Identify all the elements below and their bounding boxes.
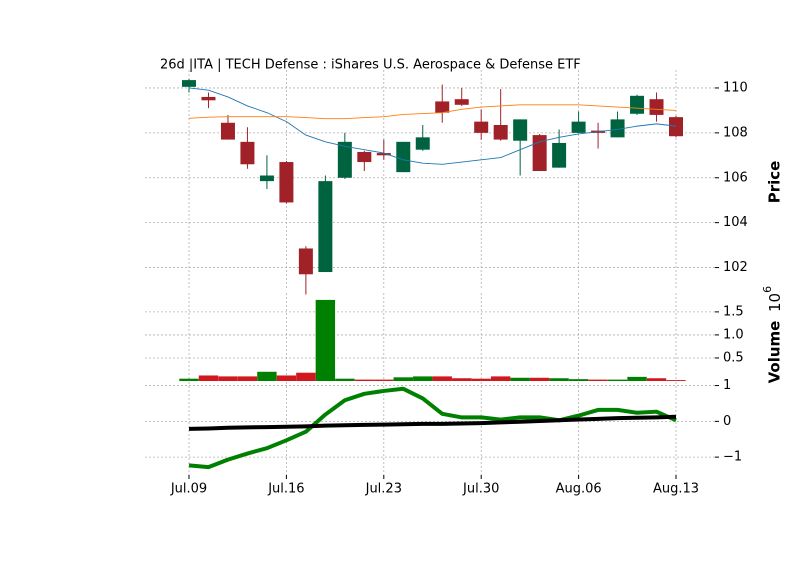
line-series xyxy=(188,386,677,470)
y-tick-label: 0 xyxy=(723,414,731,429)
volume-bar xyxy=(179,378,199,381)
y-tick-label: 1.0 xyxy=(723,327,744,342)
volume-bar xyxy=(335,378,355,381)
volume-bar xyxy=(218,376,238,381)
scale-base: 10 xyxy=(766,293,784,312)
volume-bar xyxy=(257,371,277,381)
volume-bar xyxy=(374,379,394,381)
volume-bar xyxy=(510,377,530,381)
candle-body xyxy=(298,248,313,275)
volume-bar xyxy=(276,375,297,381)
candle-body xyxy=(532,135,547,172)
y-tick-label: 108 xyxy=(723,125,748,140)
volume-bar xyxy=(607,379,628,381)
volume-bar xyxy=(490,376,511,381)
candle-body xyxy=(396,141,411,173)
volume-bar xyxy=(413,376,433,381)
volume-bar xyxy=(315,299,336,381)
volume-bar xyxy=(529,377,550,381)
x-tick-label: Jul.09 xyxy=(170,482,207,497)
candle-body xyxy=(552,142,567,168)
candle-body xyxy=(513,119,528,141)
x-tick-label: Jul.16 xyxy=(267,482,304,497)
y-tick-label: 102 xyxy=(723,260,748,275)
candle-body xyxy=(318,181,333,273)
x-tick-label: Aug.06 xyxy=(556,482,602,497)
volume-bar xyxy=(198,375,219,381)
volume-bar xyxy=(549,378,569,381)
volume-bar xyxy=(432,376,452,381)
line-series xyxy=(188,104,677,120)
candle-body xyxy=(279,162,294,203)
candle-body xyxy=(220,122,235,140)
x-tick-label: Aug.13 xyxy=(653,482,699,497)
volume-bar xyxy=(452,378,472,381)
volume-bar xyxy=(296,372,316,381)
volume-bar xyxy=(588,379,608,381)
candle-body xyxy=(240,141,255,165)
candle-body xyxy=(259,175,274,182)
candle-body xyxy=(571,121,586,133)
volume-bar xyxy=(237,376,258,381)
candle-body xyxy=(337,141,352,178)
chart-title: 26d |ITA | TECH Defense : iShares U.S. A… xyxy=(160,58,581,73)
y-tick-label: −1 xyxy=(723,450,742,465)
y-tick-label: 1 xyxy=(723,378,731,393)
candle-body xyxy=(415,137,430,150)
volume-bar xyxy=(471,378,491,381)
volume-bar xyxy=(393,377,413,381)
volume-bar xyxy=(646,378,667,381)
candle-body xyxy=(201,96,216,101)
y-tick-label: 106 xyxy=(723,170,748,185)
y-tick-label: 1.5 xyxy=(723,304,744,319)
candle-body xyxy=(669,117,683,137)
volume-bar xyxy=(354,379,375,381)
candle-body xyxy=(630,95,645,114)
volume-bar xyxy=(568,379,589,381)
candle-body xyxy=(610,119,625,138)
volume-bar xyxy=(666,380,686,381)
candle-body xyxy=(182,80,196,87)
candle-body xyxy=(435,101,450,113)
volume-bar xyxy=(627,376,647,381)
volume-scale: 106 xyxy=(761,286,784,312)
line-series xyxy=(188,87,677,165)
candle-body xyxy=(649,99,664,115)
candle-body xyxy=(454,99,469,105)
candle-body xyxy=(493,125,508,140)
y-tick-label: 104 xyxy=(723,215,748,230)
x-tick-label: Jul.23 xyxy=(365,482,402,497)
volume-label: Volume xyxy=(766,321,784,384)
x-tick-label: Jul.30 xyxy=(462,482,499,497)
y-tick-label: 0.5 xyxy=(723,350,744,365)
candle-body xyxy=(357,151,372,163)
line-series xyxy=(188,414,677,431)
candle-body xyxy=(474,121,489,133)
y-tick-label: 110 xyxy=(723,80,748,95)
scale-exponent: 6 xyxy=(761,286,774,293)
price-label: Price xyxy=(766,161,784,204)
candle-body xyxy=(376,153,391,156)
